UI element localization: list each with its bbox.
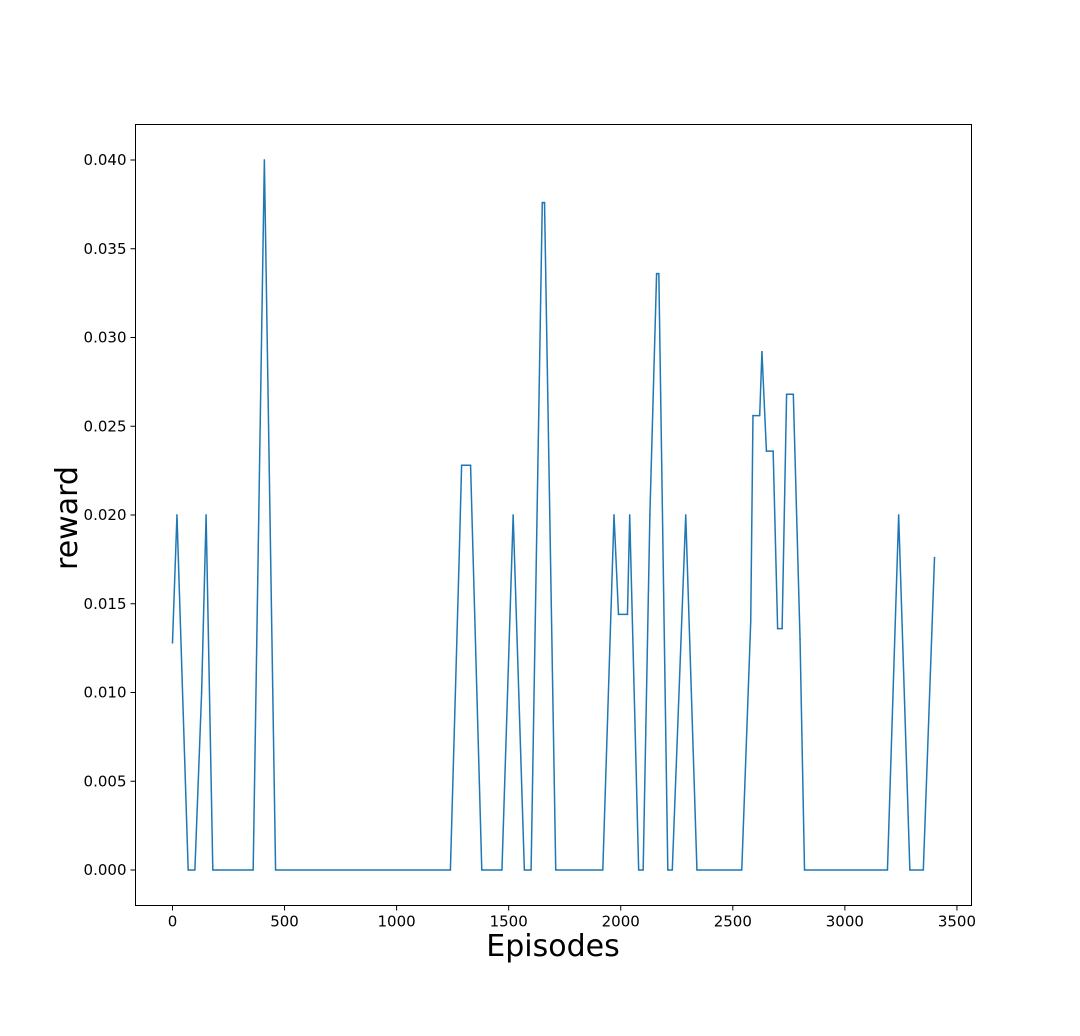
- data-point: [530, 869, 532, 871]
- data-point: [542, 201, 545, 204]
- x-tick-label: 2500: [714, 913, 752, 931]
- y-tick-label: 0.035: [84, 240, 127, 258]
- data-point: [803, 869, 806, 871]
- y-axis-label: reward: [50, 466, 85, 570]
- data-point: [628, 514, 631, 516]
- data-point: [684, 514, 687, 516]
- data-point: [781, 627, 783, 630]
- data-point: [200, 691, 203, 694]
- data-point: [749, 620, 752, 623]
- data-point: [655, 272, 658, 275]
- x-axis-label: Episodes: [486, 929, 619, 964]
- data-point: [671, 869, 674, 871]
- data-point: [752, 414, 754, 417]
- data-point: [799, 638, 801, 641]
- plot-frame: [135, 124, 972, 906]
- x-tick-label: 1500: [490, 913, 528, 931]
- data-point: [480, 869, 483, 871]
- data-point: [761, 350, 763, 353]
- data-point: [696, 869, 698, 871]
- data-point: [458, 549, 461, 552]
- data-point: [667, 869, 669, 871]
- data-point: [543, 201, 546, 204]
- data-point: [512, 514, 514, 516]
- data-point: [469, 464, 472, 467]
- data-point: [933, 556, 936, 559]
- data-point: [194, 869, 196, 871]
- data-point: [171, 642, 174, 644]
- data-point: [554, 869, 557, 871]
- data-point: [501, 869, 503, 871]
- data-point: [785, 393, 788, 396]
- data-point: [776, 627, 779, 630]
- data-point: [886, 869, 889, 871]
- y-tick-label: 0.005: [84, 772, 127, 790]
- data-point: [252, 869, 254, 871]
- data-point: [176, 514, 178, 516]
- y-tick-label: 0.000: [84, 861, 127, 879]
- y-tick-label: 0.020: [84, 506, 127, 524]
- data-point: [460, 464, 463, 467]
- data-point: [765, 450, 768, 452]
- data-point: [792, 393, 795, 396]
- data-point: [617, 613, 620, 616]
- y-tick-label: 0.025: [84, 417, 127, 435]
- data-point: [642, 869, 644, 871]
- y-axis-ticks: 0.000 0.005 0.010 0.015 0.020 0.025 0.030 0.035…: [84, 151, 136, 879]
- y-tick-label: 0.015: [84, 595, 127, 613]
- data-point: [626, 613, 629, 616]
- x-tick-label: 1000: [378, 913, 416, 931]
- y-tick-label: 0.010: [84, 684, 127, 702]
- data-point: [541, 201, 544, 204]
- data-point: [897, 514, 900, 516]
- data-point: [658, 272, 660, 275]
- data-point: [263, 159, 266, 161]
- data-point: [613, 514, 615, 516]
- data-point: [772, 450, 774, 452]
- x-tick-label: 3500: [938, 913, 976, 931]
- data-point: [909, 869, 911, 871]
- data-point: [649, 514, 651, 516]
- y-tick-label: 0.030: [84, 329, 127, 347]
- data-point: [187, 869, 189, 871]
- data-point: [922, 869, 925, 871]
- x-tick-label: 500: [270, 913, 299, 931]
- x-axis-ticks: 0 500 1000 1500 2000 2500 3000 3500: [168, 905, 976, 931]
- data-point: [740, 869, 743, 871]
- x-tick-label: 2000: [602, 913, 640, 931]
- data-point: [212, 869, 214, 871]
- data-point: [758, 414, 761, 417]
- data-point: [205, 514, 207, 516]
- data-point: [274, 869, 277, 871]
- data-point: [449, 869, 452, 871]
- x-tick-label: 3000: [826, 913, 864, 931]
- plot-area: [171, 159, 936, 871]
- data-point: [216, 869, 219, 871]
- data-point: [637, 869, 640, 871]
- data-point: [523, 869, 526, 871]
- y-tick-label: 0.040: [84, 151, 127, 169]
- data-point: [602, 869, 604, 871]
- x-tick-label: 0: [168, 913, 178, 931]
